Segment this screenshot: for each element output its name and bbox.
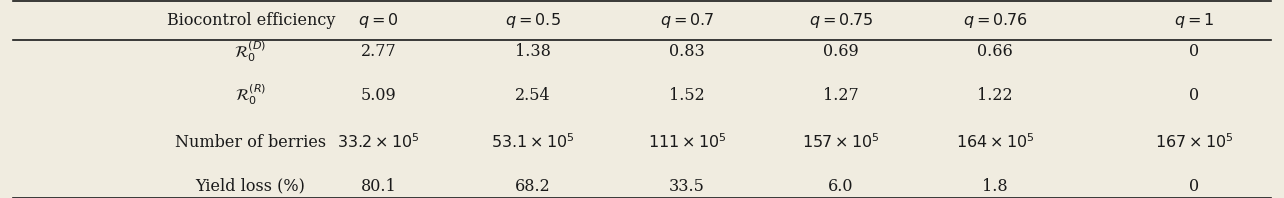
Text: Number of berries: Number of berries: [175, 134, 326, 151]
Text: 1.22: 1.22: [977, 87, 1013, 104]
Text: $q = 1$: $q = 1$: [1174, 11, 1215, 30]
Text: $164 \times 10^5$: $164 \times 10^5$: [955, 133, 1035, 152]
Text: 0.66: 0.66: [977, 43, 1013, 60]
Text: 1.8: 1.8: [982, 178, 1008, 195]
Text: $111 \times 10^5$: $111 \times 10^5$: [647, 133, 727, 152]
Text: $q = 0$: $q = 0$: [358, 11, 399, 30]
Text: Biocontrol efficiency: Biocontrol efficiency: [167, 12, 335, 29]
Text: 1.38: 1.38: [515, 43, 551, 60]
Text: 0: 0: [1189, 178, 1199, 195]
Text: 2.77: 2.77: [361, 43, 397, 60]
Text: 2.54: 2.54: [515, 87, 551, 104]
Text: 68.2: 68.2: [515, 178, 551, 195]
Text: 0.69: 0.69: [823, 43, 859, 60]
Text: $53.1 \times 10^5$: $53.1 \times 10^5$: [490, 133, 575, 152]
Text: $\mathcal{R}_0^{(D)}$: $\mathcal{R}_0^{(D)}$: [234, 39, 267, 64]
Text: $q = 0.5$: $q = 0.5$: [505, 11, 561, 30]
Text: $q = 0.76$: $q = 0.76$: [963, 11, 1027, 30]
Text: $q = 0.75$: $q = 0.75$: [809, 11, 873, 30]
Text: $157 \times 10^5$: $157 \times 10^5$: [802, 133, 880, 152]
Text: 5.09: 5.09: [361, 87, 397, 104]
Text: $167 \times 10^5$: $167 \times 10^5$: [1154, 133, 1234, 152]
Text: 1.27: 1.27: [823, 87, 859, 104]
Text: 80.1: 80.1: [361, 178, 397, 195]
Text: 0: 0: [1189, 87, 1199, 104]
Text: $q = 0.7$: $q = 0.7$: [660, 11, 714, 30]
Text: $\mathcal{R}_0^{(R)}$: $\mathcal{R}_0^{(R)}$: [235, 83, 266, 108]
Text: 33.5: 33.5: [669, 178, 705, 195]
Text: 6.0: 6.0: [828, 178, 854, 195]
Text: $33.2 \times 10^5$: $33.2 \times 10^5$: [338, 133, 420, 152]
Text: Yield loss (%): Yield loss (%): [195, 178, 306, 195]
Text: 0: 0: [1189, 43, 1199, 60]
Text: 0.83: 0.83: [669, 43, 705, 60]
Text: 1.52: 1.52: [669, 87, 705, 104]
